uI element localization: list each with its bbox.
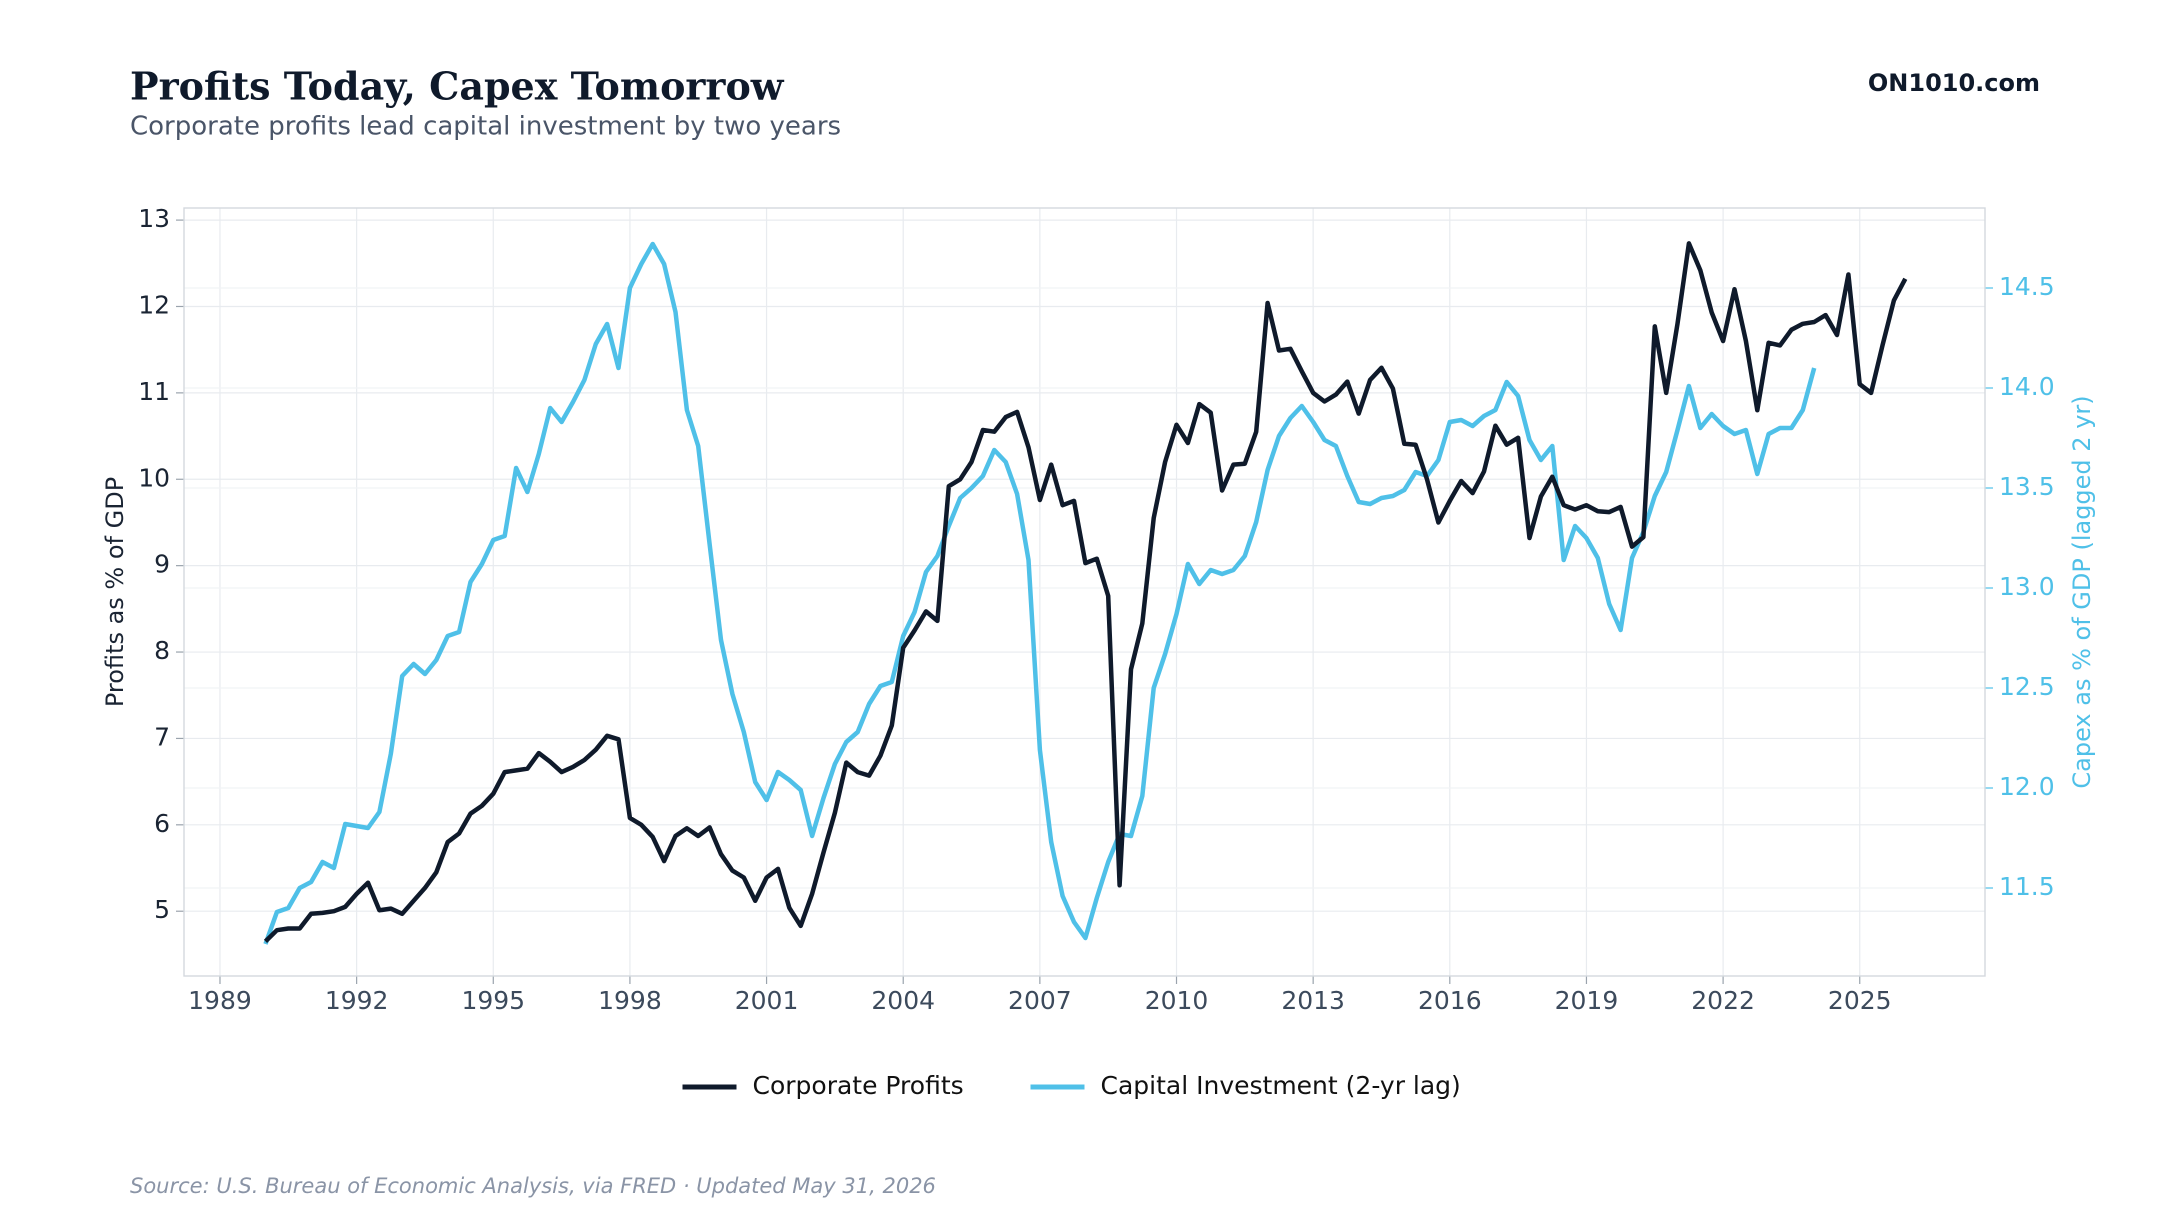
brand: ON1010.com (1868, 69, 2040, 97)
source-note: Source: U.S. Bureau of Economic Analysis… (130, 1174, 936, 1198)
x-tick-label: 2022 (1691, 986, 1755, 1015)
x-tick-label: 2016 (1418, 986, 1482, 1015)
y-tick-label: 6 (154, 809, 170, 838)
y2-tick-label: 11.5 (1999, 872, 2055, 901)
legend-label: Capital Investment (2-yr lag) (1101, 1071, 1461, 1100)
y-axis-label: Profits as % of GDP (101, 477, 129, 707)
x-tick-label: 1998 (598, 986, 662, 1015)
y2-tick-label: 13.0 (1999, 572, 2055, 601)
x-tick-label: 1995 (461, 986, 525, 1015)
plot-frame (183, 207, 1986, 977)
x-tick-label: 2025 (1828, 986, 1892, 1015)
y-tick-label: 10 (138, 463, 170, 492)
y2-tick-label: 12.0 (1999, 772, 2055, 801)
chart-title: Profits Today, Capex Tomorrow (130, 64, 785, 109)
x-tick-label: 2004 (871, 986, 935, 1015)
y-tick-label: 13 (138, 204, 170, 233)
y2-tick-label: 12.5 (1999, 672, 2055, 701)
legend-label: Corporate Profits (753, 1071, 964, 1100)
y-tick-label: 8 (154, 636, 170, 665)
y2-tick-label: 13.5 (1999, 472, 2055, 501)
y-tick-label: 5 (154, 895, 170, 924)
data-line (263, 241, 1908, 944)
x-tick-label: 2019 (1555, 986, 1619, 1015)
chart-subtitle: Corporate profits lead capital investmen… (130, 112, 841, 142)
x-tick-label: 2010 (1145, 986, 1209, 1015)
y-tick-label: 12 (138, 290, 170, 319)
x-tick-label: 2001 (735, 986, 799, 1015)
x-tick-label: 2013 (1281, 986, 1345, 1015)
y2-axis-label: Capex as % of GDP (lagged 2 yr) (2068, 395, 2096, 788)
x-tick-label: 1989 (188, 986, 252, 1015)
y2-tick-label: 14.5 (1999, 272, 2055, 301)
x-tick-label: 2007 (1008, 986, 1072, 1015)
y-tick-label: 7 (154, 722, 170, 751)
y-tick-label: 11 (138, 377, 170, 406)
y-tick-label: 9 (154, 550, 170, 579)
x-tick-label: 1992 (325, 986, 389, 1015)
y2-tick-label: 14.0 (1999, 372, 2055, 401)
